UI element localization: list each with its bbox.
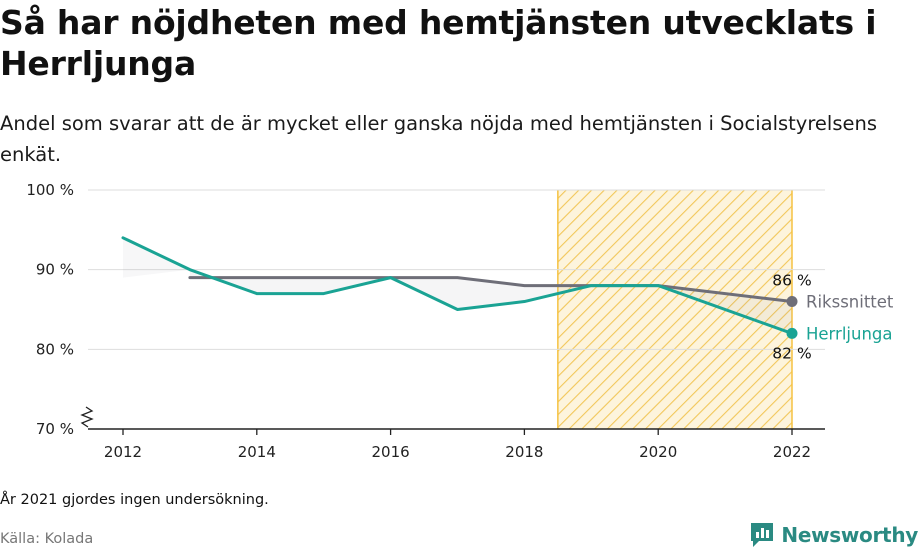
series-label-herrljunga: Herrljunga (806, 324, 893, 343)
chart-title: Så har nöjdheten med hemtjänsten utveckl… (0, 3, 877, 83)
y-tick-label: 100 % (26, 181, 74, 199)
endpoint-rikssnittet (786, 296, 798, 308)
series-label-rikssnittet: Rikssnittet (806, 293, 894, 312)
difference-area-start (123, 237, 190, 278)
x-tick-label: 2014 (238, 443, 276, 461)
x-tick-label: 2018 (505, 443, 543, 461)
endpoint-herrljunga (786, 327, 798, 339)
line-chart: 70 % 80 % 90 % 100 % 2012 2014 2016 2018 2020 202… (26, 181, 894, 461)
newsworthy-logo-icon (751, 523, 774, 547)
highlight-band (557, 190, 792, 429)
y-tick-label: 90 % (36, 261, 74, 279)
x-tick-label: 2022 (773, 443, 811, 461)
x-tick-label: 2012 (104, 443, 142, 461)
end-value-label-rikssnittet: 86 % (772, 272, 811, 290)
x-tick-label: 2016 (372, 443, 410, 461)
axis-break-icon (80, 406, 94, 428)
y-tick-label: 70 % (36, 420, 74, 438)
y-tick-label: 80 % (36, 340, 74, 358)
chart-subtitle: Andel som svarar att de är mycket eller … (0, 112, 878, 166)
source-text: Källa: Kolada (0, 531, 94, 547)
end-value-label-herrljunga: 82 % (772, 344, 811, 362)
brand-logo: Newsworthy (749, 521, 918, 549)
difference-area (189, 269, 792, 334)
brand-name: Newsworthy (781, 523, 918, 547)
series-line-herrljunga (121, 236, 794, 335)
x-tick-label: 2020 (639, 443, 677, 461)
footnote: År 2021 gjordes ingen undersökning. (0, 492, 269, 508)
